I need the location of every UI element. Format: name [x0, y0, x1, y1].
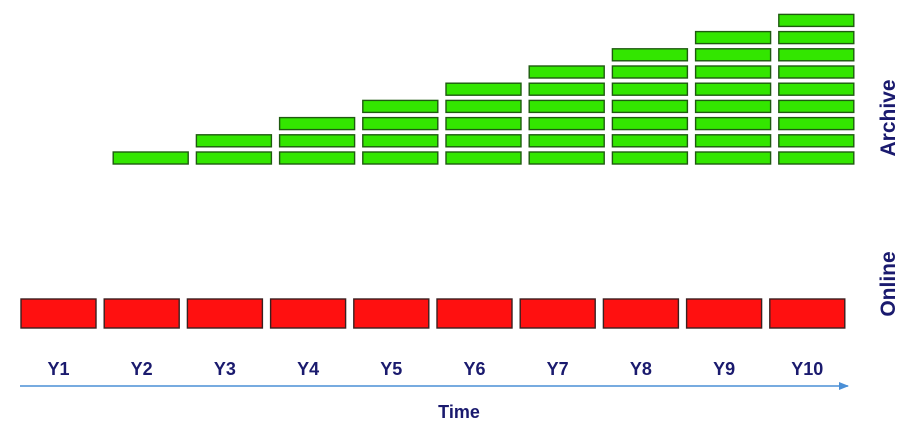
online-label: Online — [877, 251, 900, 316]
archive-block-y7-6 — [528, 65, 605, 79]
archive-block-y6-1 — [445, 151, 522, 165]
archive-block-y6-5 — [445, 82, 522, 96]
online-block-y7 — [519, 298, 596, 329]
archive-block-y8-4 — [611, 99, 689, 114]
year-label-y3: Y3 — [214, 359, 236, 379]
archive-block-y7-4 — [528, 99, 605, 114]
archive-block-y7-5 — [528, 82, 605, 96]
online-block-y9 — [685, 298, 763, 329]
archive-block-y5-1 — [362, 151, 439, 165]
archive-block-y3-2 — [195, 134, 273, 148]
online-blocks — [20, 298, 846, 329]
archive-block-y8-6 — [611, 65, 689, 79]
archive-block-y8-3 — [611, 116, 689, 131]
archive-block-y10-2 — [778, 134, 855, 148]
archive-block-y4-2 — [278, 134, 356, 148]
archive-block-y10-4 — [778, 99, 855, 114]
archive-block-y9-2 — [694, 134, 772, 148]
archive-block-y8-5 — [611, 82, 689, 96]
archive-blocks — [112, 13, 855, 165]
archive-label: Archive — [877, 79, 900, 156]
archive-block-y10-7 — [778, 48, 855, 62]
archive-block-y9-6 — [694, 65, 772, 79]
archive-block-y10-1 — [778, 151, 855, 165]
archive-block-y4-3 — [278, 116, 356, 131]
archive-block-y10-8 — [778, 30, 855, 45]
year-label-y7: Y7 — [547, 359, 569, 379]
archive-block-y5-2 — [362, 134, 439, 148]
archive-block-y9-1 — [694, 151, 772, 165]
archive-block-y2-1 — [112, 151, 189, 165]
archive-block-y10-6 — [778, 65, 855, 79]
online-block-y10 — [769, 298, 846, 329]
archive-block-y7-3 — [528, 116, 605, 131]
year-label-y10: Y10 — [791, 359, 823, 379]
archive-block-y7-1 — [528, 151, 605, 165]
online-block-y5 — [353, 298, 430, 329]
archive-block-y8-1 — [611, 151, 689, 165]
archive-block-y3-1 — [195, 151, 273, 165]
archive-block-y9-7 — [694, 48, 772, 62]
archive-block-y8-2 — [611, 134, 689, 148]
year-label-y4: Y4 — [297, 359, 319, 379]
archive-block-y9-4 — [694, 99, 772, 114]
archive-block-y9-8 — [694, 30, 772, 45]
archive-block-y10-9 — [778, 13, 855, 28]
archive-block-y5-3 — [362, 116, 439, 131]
archive-block-y10-5 — [778, 82, 855, 96]
year-label-y6: Y6 — [463, 359, 485, 379]
archive-block-y7-2 — [528, 134, 605, 148]
year-label-y9: Y9 — [713, 359, 735, 379]
archive-block-y8-7 — [611, 48, 689, 62]
year-labels: Y1 Y2 Y3 Y4 Y5 Y6 Y7 Y8 Y9 Y10 — [47, 359, 823, 379]
year-label-y2: Y2 — [131, 359, 153, 379]
archive-block-y9-3 — [694, 116, 772, 131]
time-label: Time — [438, 402, 480, 422]
year-label-y1: Y1 — [47, 359, 69, 379]
archive-block-y6-3 — [445, 116, 522, 131]
year-label-y5: Y5 — [380, 359, 402, 379]
online-block-y1 — [20, 298, 97, 329]
archive-block-y9-5 — [694, 82, 772, 96]
online-block-y3 — [186, 298, 264, 329]
archive-block-y4-1 — [278, 151, 356, 165]
archive-block-y5-4 — [362, 99, 439, 114]
archive-block-y6-2 — [445, 134, 522, 148]
online-block-y2 — [103, 298, 180, 329]
online-block-y6 — [436, 298, 513, 329]
archive-block-y6-4 — [445, 99, 522, 114]
year-label-y8: Y8 — [630, 359, 652, 379]
archive-block-y10-3 — [778, 116, 855, 131]
online-block-y4 — [269, 298, 347, 329]
online-block-y8 — [602, 298, 680, 329]
